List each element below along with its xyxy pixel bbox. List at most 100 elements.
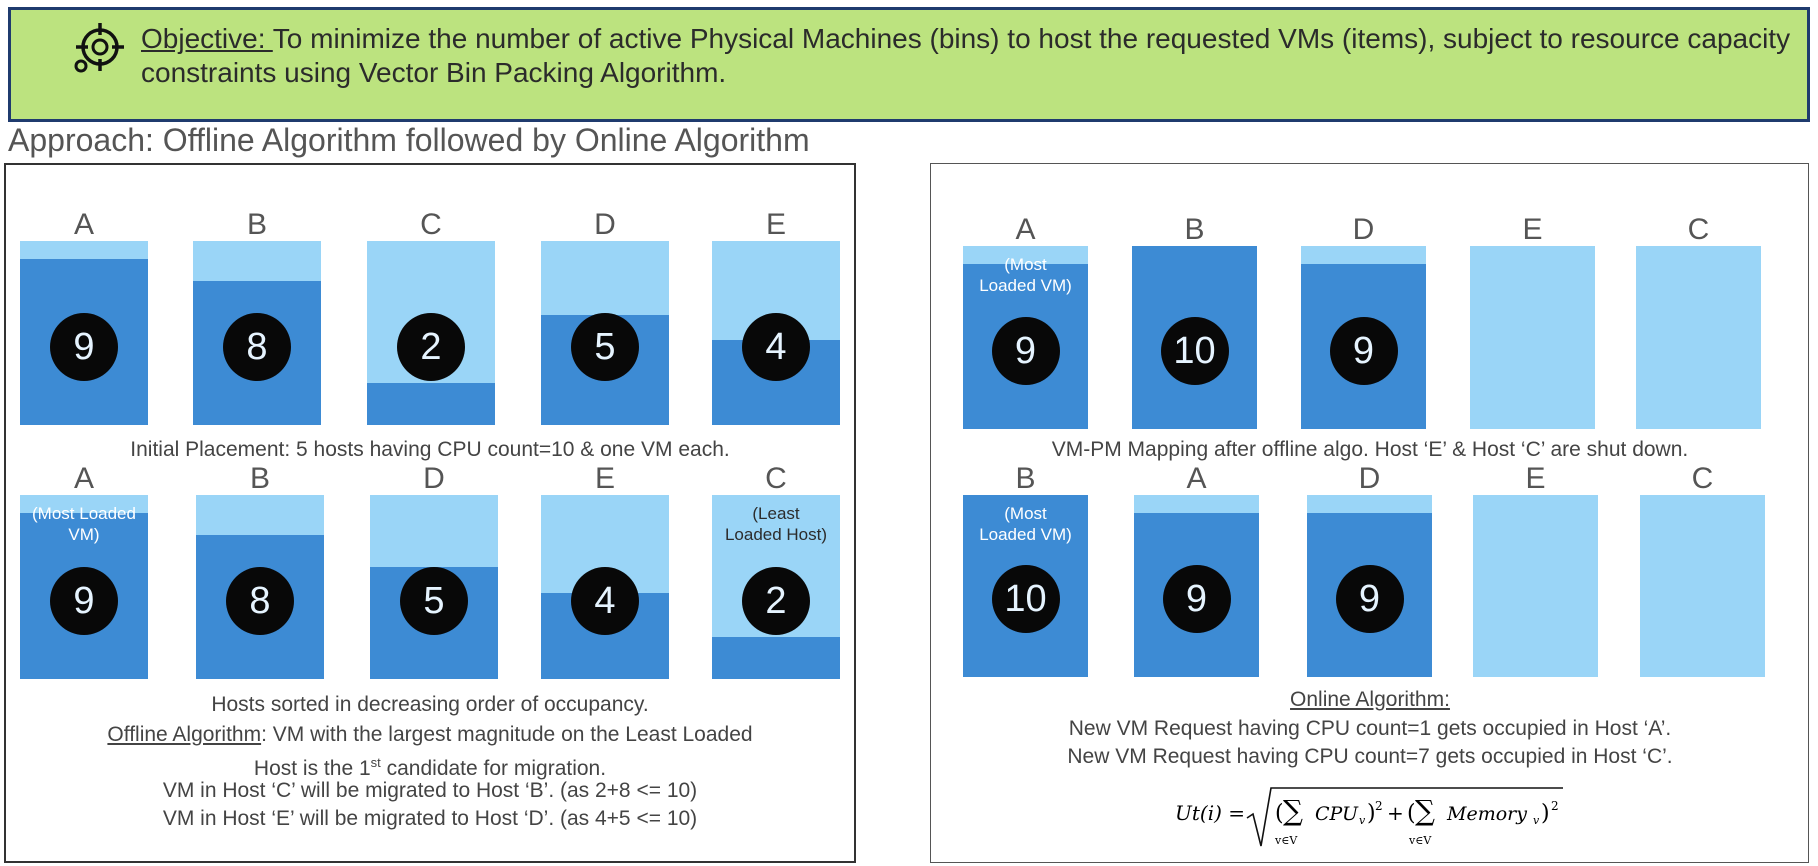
formula-lhs: Ut(i) =: [1175, 801, 1245, 825]
vm-cpu-count: 4: [742, 313, 810, 381]
objective-label: Objective:: [141, 23, 273, 54]
host-label: C: [1691, 462, 1714, 495]
host-label: D: [1358, 462, 1381, 495]
formula-exp-1: 2: [1375, 799, 1383, 813]
host-label: E: [1525, 462, 1546, 495]
vm-cpu-count: 9: [1162, 565, 1231, 633]
offline-description: Offline Algorithm: VM with the largest m…: [20, 720, 840, 749]
host-note: (Most Loaded VM): [979, 255, 1072, 295]
host-label: A: [73, 462, 94, 495]
vm-cpu-count: 9: [991, 317, 1060, 385]
online-title: Online Algorithm:: [1290, 688, 1450, 711]
host-bin: (Most Loaded VM) 9: [20, 495, 148, 679]
initial-caption: Initial Placement: 5 hosts having CPU co…: [130, 438, 730, 461]
svg-text:∑: ∑: [1283, 794, 1303, 827]
vm-cpu-count: 9: [1329, 317, 1398, 385]
offline-text: : VM with the largest magnitude on the L…: [261, 723, 753, 746]
svg-text:): ): [1367, 801, 1376, 826]
host-bin: 5: [541, 241, 669, 425]
vm-cpu-count: 9: [50, 313, 118, 381]
host-bin: [1636, 246, 1761, 429]
offline-text2-pre: Host is the 1: [253, 757, 371, 780]
svg-text:(: (: [1275, 801, 1284, 826]
sorted-caption: Hosts sorted in decreasing order of occu…: [211, 693, 649, 716]
host-label: C: [420, 208, 442, 241]
host-label: A: [1015, 213, 1036, 246]
formula-plus: +: [1387, 801, 1404, 825]
host-label: E: [1522, 213, 1543, 246]
vm-cpu-count: 4: [571, 567, 639, 635]
host-bin: 5: [370, 495, 498, 679]
host-label: B: [246, 208, 267, 241]
vm-cpu-count: 8: [223, 313, 291, 381]
vm-cpu-count: 5: [571, 313, 639, 381]
host-label: D: [1352, 213, 1375, 246]
host-label: D: [594, 208, 616, 241]
host-label: C: [765, 462, 787, 495]
utilization-formula: Ut(i) = ( ∑ v∈V CPU v ) 2 + ( ∑ v∈V Memo…: [1175, 787, 1563, 847]
host-label: B: [1015, 462, 1036, 495]
target-icon: [74, 23, 124, 73]
host-bin: [1473, 495, 1598, 677]
svg-text:∑: ∑: [1415, 794, 1435, 827]
formula-sub-2: v∈V: [1408, 834, 1432, 847]
host-bin: 9: [20, 241, 148, 425]
host-label: B: [249, 462, 270, 495]
host-bin: (Most Loaded VM) 10: [963, 495, 1088, 677]
host-label: E: [594, 462, 615, 495]
formula-exp-2: 2: [1551, 799, 1559, 813]
host-bin: 10: [1132, 246, 1257, 429]
vm-cpu-count: 10: [991, 565, 1060, 633]
migration-c: VM in Host ‘C’ will be migrated to Host …: [162, 779, 698, 802]
approach-heading: Approach: Offline Algorithm followed by …: [8, 122, 810, 158]
migration-e: VM in Host ‘E’ will be migrated to Host …: [162, 807, 698, 830]
host-cpu-usage: [367, 383, 495, 425]
offline-text2-sup: st: [370, 755, 381, 770]
formula-cpu: CPU: [1315, 803, 1359, 825]
host-bin: [1640, 495, 1765, 677]
objective-description: To minimize the number of active Physica…: [141, 23, 1791, 88]
vm-cpu-count: 8: [226, 567, 294, 635]
formula-memory: Memory: [1446, 803, 1527, 825]
svg-text:(: (: [1407, 801, 1416, 826]
host-bin: [1470, 246, 1595, 429]
vm-cpu-count: 9: [50, 567, 118, 635]
host-bin: 8: [193, 241, 321, 425]
host-label: E: [765, 208, 786, 241]
formula-memory-sub: v: [1533, 814, 1540, 827]
host-note: (Most Loaded VM): [979, 504, 1072, 544]
host-note: (Least Loaded Host): [724, 504, 828, 544]
host-label: A: [1186, 462, 1207, 495]
vm-cpu-count: 10: [1160, 317, 1229, 385]
objective-text: Objective: To minimize the number of act…: [141, 22, 1801, 90]
host-note: (Most Loaded VM): [32, 504, 136, 544]
vm-cpu-count: 5: [400, 567, 468, 635]
host-bin: 9: [1307, 495, 1432, 677]
host-label: B: [1184, 213, 1205, 246]
host-label: A: [73, 208, 94, 241]
online-line-1: New VM Request having CPU count=1 gets o…: [1068, 717, 1672, 740]
host-label: C: [1687, 213, 1710, 246]
host-bin: 8: [196, 495, 324, 679]
offline-description-2: Host is the 1st candidate for migration.: [60, 748, 800, 783]
host-bin: 4: [541, 495, 669, 679]
host-bin: 9: [1301, 246, 1426, 429]
host-bin: 2: [367, 241, 495, 425]
vm-cpu-count: 2: [397, 313, 465, 381]
objective-banner: Objective: To minimize the number of act…: [8, 7, 1810, 122]
host-label: D: [423, 462, 445, 495]
host-bin: (Least Loaded Host) 2: [712, 495, 840, 679]
formula-sub-1: v∈V: [1274, 834, 1298, 847]
vm-cpu-count: 2: [742, 567, 810, 635]
host-cpu-usage: [712, 637, 840, 679]
after-offline-caption: VM-PM Mapping after offline algo. Host ‘…: [1051, 438, 1689, 461]
vm-cpu-count: 9: [1335, 565, 1404, 633]
offline-text2-post: candidate for migration.: [380, 757, 607, 780]
host-bin: 4: [712, 241, 840, 425]
online-line-2: New VM Request having CPU count=7 gets o…: [1067, 745, 1673, 768]
offline-label: Offline Algorithm: [107, 723, 262, 746]
host-bin: 9: [1134, 495, 1259, 677]
svg-text:): ): [1541, 801, 1550, 826]
host-bin: (Most Loaded VM) 9: [963, 246, 1088, 429]
formula-cpu-sub: v: [1359, 814, 1366, 827]
